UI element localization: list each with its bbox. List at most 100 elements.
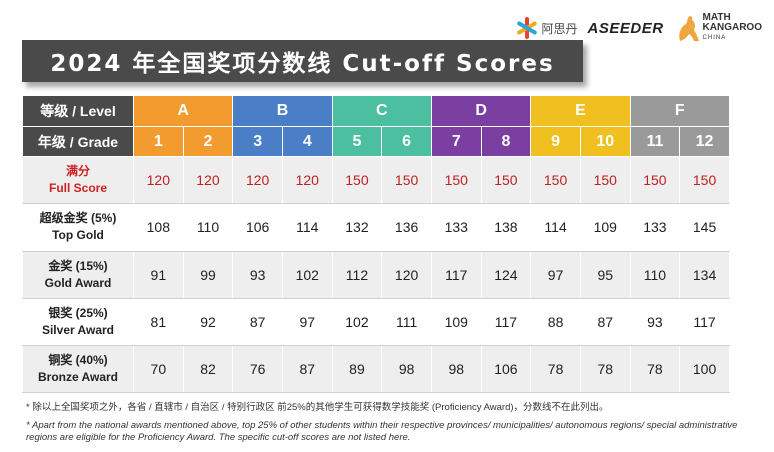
- score-cell: 120: [182, 156, 234, 205]
- score-cell: 109: [430, 297, 482, 346]
- level-header-label: 等级 / Level: [22, 94, 134, 128]
- grade-9-header: 9: [530, 126, 581, 158]
- grade-header-row: 年级 / Grade 1 2 3 4 5 6 7 8 9 10 11 12: [22, 126, 730, 158]
- score-row-silver-award: 银奖 (25%) Silver Award 81 92 87 97 102 111 109 117…: [22, 297, 730, 346]
- grade-12-header: 12: [679, 126, 730, 158]
- score-cell: 78: [629, 344, 681, 394]
- score-cell: 100: [679, 344, 730, 394]
- score-cell: 120: [281, 156, 333, 205]
- row-label-cn: 银奖 (25%): [48, 305, 108, 320]
- score-cell: 95: [579, 250, 631, 299]
- row-label: 铜奖 (40%) Bronze Award: [22, 344, 134, 394]
- aseeder-wordmark: ASEEDER: [587, 19, 664, 37]
- row-label-en: Top Gold: [52, 228, 104, 243]
- aseeder-cn-name: 阿思丹: [541, 21, 578, 36]
- score-cell: 117: [480, 297, 532, 346]
- score-cell: 70: [133, 344, 184, 394]
- score-cell: 98: [430, 344, 482, 394]
- score-cell: 150: [480, 156, 532, 205]
- kangaroo-text-1: MATH: [702, 12, 731, 23]
- row-label: 超级金奖 (5%) Top Gold: [22, 203, 134, 252]
- grade-11-header: 11: [629, 126, 681, 158]
- score-cell: 150: [331, 156, 383, 205]
- score-cell: 110: [629, 250, 681, 299]
- score-cell: 89: [331, 344, 383, 394]
- score-cell: 87: [232, 297, 283, 346]
- grade-3-header: 3: [232, 126, 283, 158]
- score-cell: 117: [430, 250, 482, 299]
- score-cell: 111: [381, 297, 432, 346]
- score-cell: 109: [579, 203, 631, 252]
- score-cell: 87: [579, 297, 631, 346]
- row-label-en: Bronze Award: [37, 369, 118, 384]
- score-cell: 102: [281, 250, 333, 299]
- note-english: * Apart from the national awards mention…: [26, 420, 738, 443]
- score-cell: 112: [331, 250, 383, 299]
- score-cell: 88: [530, 297, 581, 346]
- level-e-header: E: [530, 94, 631, 128]
- score-row-gold-award: 金奖 (15%) Gold Award 91 99 93 102 112 120 117 124 9…: [22, 250, 730, 299]
- score-cell: 98: [381, 344, 432, 394]
- grade-1-header: 1: [133, 126, 184, 158]
- level-c-header: C: [331, 94, 432, 128]
- row-label-cn: 金奖 (15%): [48, 258, 108, 273]
- score-cell: 97: [530, 250, 581, 299]
- score-cell: 138: [480, 203, 532, 252]
- score-cell: 99: [182, 250, 234, 299]
- score-cell: 81: [133, 297, 184, 346]
- row-label-en: Full Score: [48, 181, 107, 196]
- score-cell: 93: [232, 250, 283, 299]
- grade-8-header: 8: [480, 126, 532, 158]
- kangaroo-text-3: CHINA: [702, 35, 727, 41]
- row-label-en: Gold Award: [44, 275, 112, 290]
- grade-header-label: 年级 / Grade: [22, 126, 134, 158]
- row-label-en: Silver Award: [41, 322, 115, 337]
- score-row-full-score: 满分 Full Score 120 120 120 120 150 150 150 150 150 1…: [22, 156, 730, 205]
- grade-2-header: 2: [182, 126, 234, 158]
- level-a-header: A: [132, 94, 234, 128]
- score-cell: 150: [579, 156, 631, 205]
- level-b-header: B: [232, 94, 333, 128]
- aseeder-logo: 阿思丹: [515, 17, 578, 39]
- score-cell: 134: [679, 250, 730, 299]
- score-cell: 82: [182, 344, 234, 394]
- score-cell: 87: [281, 344, 333, 394]
- grade-5-header: 5: [331, 126, 383, 158]
- score-cell: 117: [679, 297, 730, 346]
- score-cell: 145: [679, 203, 730, 252]
- score-cell: 106: [480, 344, 532, 394]
- aseeder-asterisk-icon: [515, 17, 538, 39]
- score-cell: 93: [629, 297, 681, 346]
- score-cell: 136: [381, 203, 432, 252]
- score-cell: 108: [133, 203, 184, 252]
- level-d-header: D: [430, 94, 532, 128]
- row-label-cn: 铜奖 (40%): [48, 352, 108, 367]
- score-cell: 133: [430, 203, 482, 252]
- kangaroo-text-2: KANGAROO: [702, 22, 762, 33]
- page-title: 2024 年全国奖项分数线 Cut-off Scores: [22, 40, 583, 82]
- score-cell: 150: [381, 156, 432, 205]
- score-rows: 满分 Full Score 120 120 120 120 150 150 150 150 150 1…: [22, 156, 730, 394]
- score-cell: 97: [281, 297, 333, 346]
- score-cell: 150: [430, 156, 482, 205]
- score-cell: 150: [530, 156, 581, 205]
- score-cell: 132: [331, 203, 383, 252]
- grade-4-header: 4: [281, 126, 333, 158]
- cutoff-scores-table: 等级 / Level A B C D E F 年级 / Grade 1 2 3 …: [22, 94, 730, 394]
- score-cell: 110: [182, 203, 234, 252]
- row-label: 金奖 (15%) Gold Award: [22, 250, 134, 299]
- score-row-bronze-award: 铜奖 (40%) Bronze Award 70 82 76 87 89 98 98 106 78 7…: [22, 344, 730, 394]
- score-cell: 102: [331, 297, 383, 346]
- score-cell: 150: [679, 156, 730, 205]
- row-label-cn: 满分: [65, 164, 90, 179]
- kangaroo-icon: [678, 16, 699, 41]
- score-cell: 133: [629, 203, 681, 252]
- score-cell: 92: [182, 297, 234, 346]
- score-cell: 120: [133, 156, 184, 205]
- score-cell: 150: [629, 156, 681, 205]
- grade-10-header: 10: [579, 126, 631, 158]
- score-cell: 106: [232, 203, 283, 252]
- score-cell: 76: [232, 344, 283, 394]
- level-header-row: 等级 / Level A B C D E F: [22, 94, 730, 128]
- score-cell: 124: [480, 250, 532, 299]
